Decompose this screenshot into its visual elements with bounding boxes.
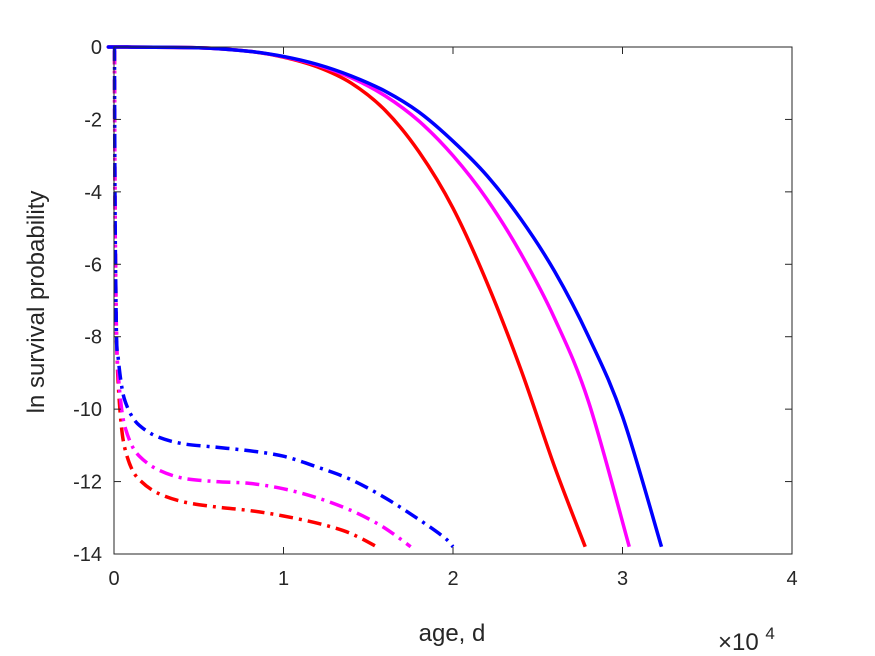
y-tick-label: 0 <box>91 37 102 59</box>
x-tick-label: 3 <box>617 568 628 590</box>
x-tick-label: 4 <box>786 568 797 590</box>
x-multiplier-exponent: 4 <box>765 624 774 643</box>
series-layer <box>106 45 664 549</box>
y-tick-label: -12 <box>73 472 102 494</box>
y-tick-label: -6 <box>84 254 102 276</box>
x-axis-label: age, d <box>419 620 486 647</box>
x-tick-label: 2 <box>447 568 458 590</box>
x-axis-multiplier: ×10 4 <box>718 624 775 656</box>
y-tick-label: -4 <box>84 182 102 204</box>
y-tick-label: -14 <box>73 544 102 566</box>
series-line-6 <box>112 46 455 548</box>
series-line-3 <box>106 45 664 548</box>
x-tick-label: 1 <box>278 568 289 590</box>
y-axis-ticks: 0 -2 -4 -6 -8 -10 -12 -14 <box>73 37 792 566</box>
x-multiplier-base: ×10 <box>718 629 759 656</box>
y-tick-label: -2 <box>84 109 102 131</box>
x-axis-ticks: 0 1 2 3 4 <box>108 47 798 590</box>
plot-area <box>114 47 792 554</box>
series-line-5 <box>112 50 412 549</box>
y-tick-label: -10 <box>73 399 102 421</box>
x-tick-label: 0 <box>108 568 119 590</box>
y-axis-label: ln survival probability <box>23 191 50 414</box>
y-tick-label: -8 <box>84 327 102 349</box>
